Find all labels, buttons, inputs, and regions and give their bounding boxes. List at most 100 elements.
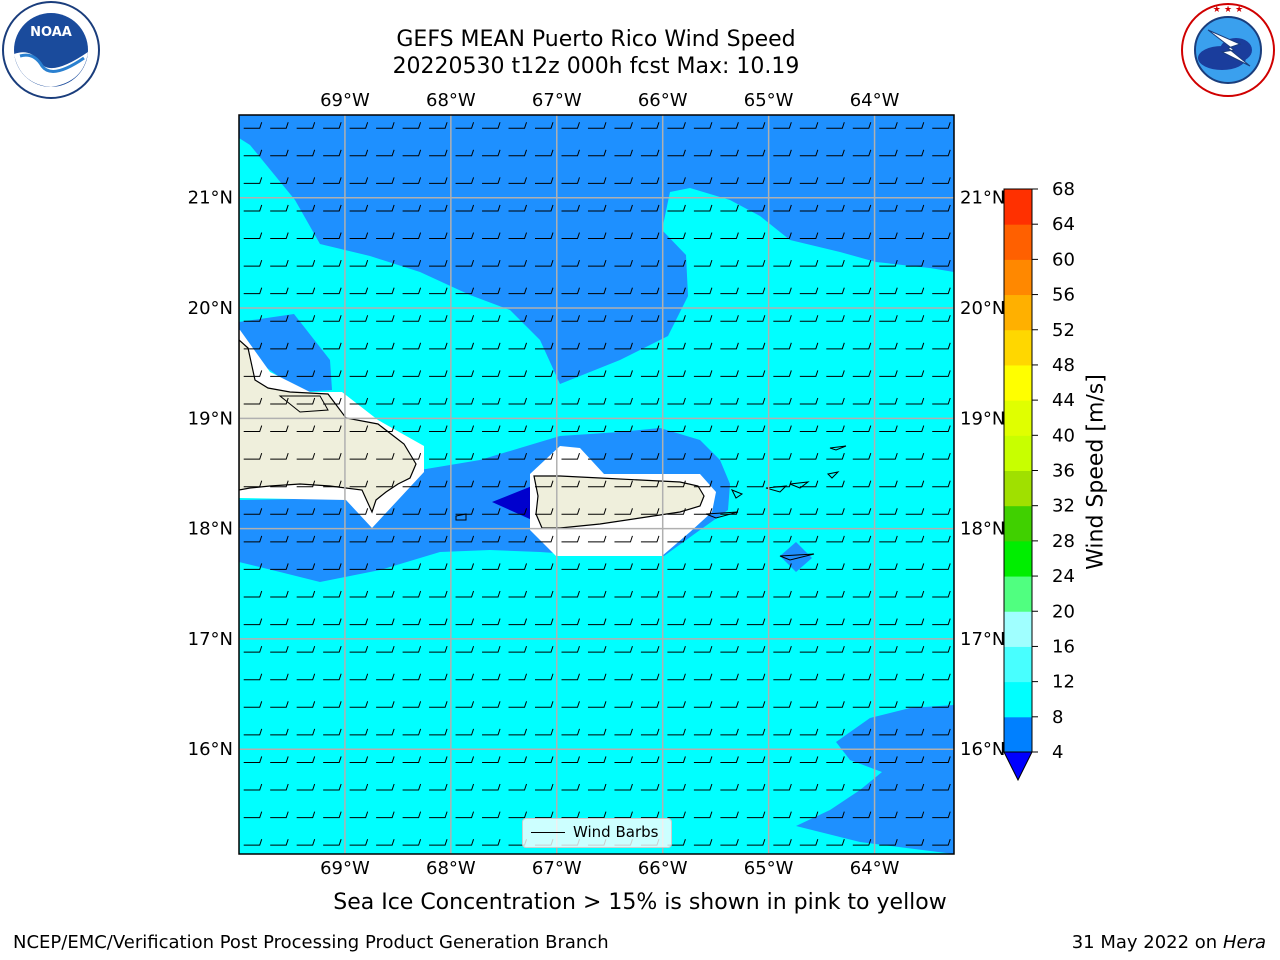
wind-barb <box>535 618 554 626</box>
wind-barb <box>429 839 448 846</box>
wind-barb <box>799 370 819 377</box>
wind-barb <box>296 728 316 736</box>
wind-barb <box>270 315 289 322</box>
colorbar-label: Wind Speed [m/s] <box>1083 374 1109 570</box>
lon-label-top: 65°W <box>744 90 794 111</box>
wind-barb <box>905 232 925 240</box>
wind-barb <box>323 259 342 267</box>
wind-barb <box>693 149 713 157</box>
wind-barb <box>270 149 289 157</box>
wind-barb <box>746 452 766 460</box>
wind-barb <box>587 590 607 598</box>
lat-label-right: 18°N <box>960 519 1005 540</box>
wind-barb <box>455 232 475 240</box>
wind-barb <box>799 287 819 295</box>
wind-barb <box>270 811 289 819</box>
wind-barb <box>932 315 951 322</box>
wind-barb <box>773 342 792 350</box>
wind-barb <box>905 342 925 350</box>
wind-barb <box>746 232 766 240</box>
wind-barb <box>429 480 448 488</box>
wind-barb <box>932 673 951 681</box>
wind-barb <box>429 287 448 295</box>
lon-label-top: 66°W <box>638 90 688 111</box>
wind-barb <box>879 701 898 708</box>
land-puerto-rico <box>533 475 705 529</box>
wind-barb <box>429 701 448 708</box>
wind-barb <box>932 563 951 570</box>
wind-barb <box>402 645 422 653</box>
wind-barb <box>349 508 369 515</box>
svg-text:★ ★ ★: ★ ★ ★ <box>1213 5 1243 15</box>
wind-barb <box>852 480 872 488</box>
wind-barb <box>773 370 792 377</box>
wind-barb <box>932 645 951 653</box>
wind-barb <box>402 480 422 488</box>
wind-barb <box>243 811 263 819</box>
wind-barb <box>773 480 792 488</box>
wind-barb <box>693 342 713 350</box>
nws-logo: ★ ★ ★ <box>1181 3 1275 97</box>
wind-barb <box>826 480 845 488</box>
wind-barb <box>270 535 289 543</box>
legend: Wind Barbs <box>522 818 672 848</box>
wind-barb <box>296 397 316 405</box>
wind-barb <box>852 452 872 460</box>
wind-barb <box>482 177 501 184</box>
wind-barb <box>323 783 342 791</box>
wind-barb <box>376 177 395 184</box>
wind-barb <box>826 645 845 653</box>
wind-barb <box>561 232 580 240</box>
wind-barb <box>773 783 792 791</box>
wind-barb <box>535 756 554 763</box>
wind-barb <box>243 673 263 681</box>
wind-barb <box>905 783 925 791</box>
wind-barb <box>429 259 448 267</box>
wind-barb <box>852 342 872 350</box>
wind-barb <box>667 811 686 819</box>
wind-barb <box>535 452 554 460</box>
wind-barb <box>905 839 925 846</box>
wind-barb <box>323 756 342 763</box>
wind-barb <box>693 232 713 240</box>
wind-barb <box>376 701 395 708</box>
wind-barb <box>614 673 633 681</box>
wind-barb <box>905 177 925 184</box>
wind-barb <box>587 645 607 653</box>
wind-barb <box>296 783 316 791</box>
wind-barb <box>773 701 792 708</box>
wind-barb <box>667 590 686 598</box>
lat-label-left: 20°N <box>188 298 233 319</box>
wind-barb <box>455 149 475 157</box>
colorbar-tick-label: 52 <box>1052 320 1075 341</box>
wind-barb <box>376 756 395 763</box>
wind-barb <box>429 370 448 377</box>
wind-barb <box>799 259 819 267</box>
wind-barb <box>243 315 263 322</box>
wind-barb <box>826 149 845 157</box>
wind-barb <box>270 259 289 267</box>
wind-barb <box>482 425 501 433</box>
wind-barb <box>376 673 395 681</box>
wind-barb <box>561 204 580 212</box>
wind-barb <box>455 783 475 791</box>
wind-barb <box>826 811 845 819</box>
wind-barb <box>905 756 925 763</box>
wind-barb <box>693 728 713 736</box>
wind-barb <box>852 177 872 184</box>
wind-barb <box>323 508 342 515</box>
wind-barb <box>455 177 475 184</box>
wind-barb <box>720 232 739 240</box>
wind-barb <box>773 287 792 295</box>
wind-barb <box>243 618 263 626</box>
wind-barb <box>429 315 448 322</box>
wind-barb <box>852 535 872 543</box>
lat-label-right: 20°N <box>960 298 1005 319</box>
wind-barb <box>614 618 633 626</box>
wind-barb <box>482 839 501 846</box>
wind-barb <box>640 452 660 460</box>
wind-barb <box>376 149 395 157</box>
colorbar-tick-label: 56 <box>1052 285 1075 306</box>
wind-barb <box>296 452 316 460</box>
wind-barb <box>746 342 766 350</box>
